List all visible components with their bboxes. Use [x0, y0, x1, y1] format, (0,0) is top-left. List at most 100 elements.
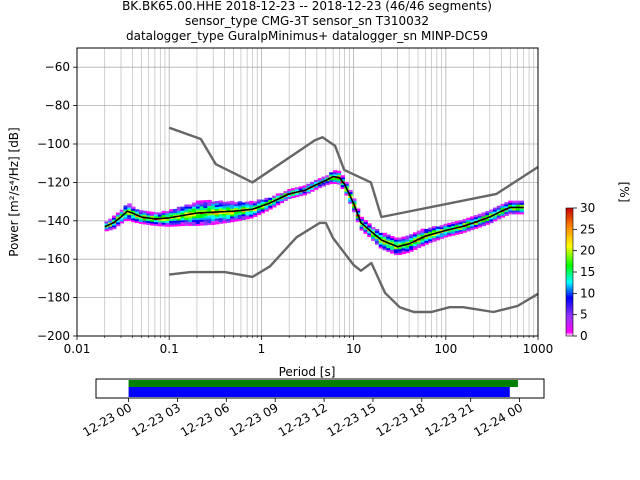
- density-cell: [131, 210, 136, 213]
- density-cell: [222, 209, 227, 212]
- density-cell: [214, 202, 220, 206]
- density-cell: [256, 210, 262, 214]
- density-cell: [409, 247, 414, 250]
- density-cell: [405, 235, 410, 238]
- density-cell: [344, 191, 349, 194]
- density-cell: [390, 251, 395, 254]
- density-cell: [473, 218, 479, 222]
- density-cell: [466, 217, 471, 220]
- density-cell: [363, 229, 368, 232]
- density-cell: [424, 230, 429, 234]
- density-cell: [207, 209, 212, 212]
- density-cell: [336, 180, 342, 183]
- density-cell: [435, 230, 441, 233]
- density-cell: [207, 217, 212, 220]
- density-cell: [218, 202, 224, 205]
- density-cell: [180, 212, 186, 215]
- density-cell: [317, 183, 323, 187]
- density-cell: [195, 208, 201, 211]
- density-cell: [470, 227, 475, 231]
- density-cell: [359, 224, 365, 227]
- density-cell: [260, 201, 266, 204]
- density-cell: [169, 209, 174, 212]
- density-cell: [287, 194, 292, 198]
- density-cell: [115, 216, 121, 219]
- density-cell: [485, 214, 490, 218]
- grid-lines: [76, 48, 538, 337]
- density-cell: [218, 217, 224, 221]
- density-cell: [283, 191, 288, 194]
- density-cell: [207, 222, 212, 226]
- density-cell: [390, 237, 395, 241]
- density-cell: [294, 194, 300, 198]
- density-cell: [115, 224, 121, 227]
- chart-title-line-1: BK.BK65.00.HHE 2018-12-23 -- 2018-12-23 …: [122, 0, 492, 13]
- density-cell: [317, 185, 323, 189]
- density-cell: [359, 220, 365, 223]
- density-cell: [161, 222, 166, 225]
- density-cell: [386, 236, 391, 239]
- density-cell: [302, 191, 307, 194]
- density-cell: [203, 213, 208, 216]
- density-cell: [428, 231, 433, 234]
- density-cell: [432, 233, 437, 237]
- density-cell: [134, 215, 140, 218]
- density-cell: [199, 213, 205, 217]
- density-cell: [355, 208, 361, 211]
- density-cell: [374, 230, 380, 234]
- density-cell: [173, 218, 178, 221]
- density-cell: [508, 212, 513, 215]
- density-cell: [355, 219, 361, 223]
- density-cell: [412, 243, 418, 247]
- density-cell: [332, 181, 338, 184]
- density-cell: [298, 188, 304, 191]
- density-cell: [218, 208, 224, 211]
- density-cell: [241, 206, 246, 209]
- series-line-nlnm: [169, 221, 538, 314]
- density-cell: [374, 238, 380, 241]
- density-cell: [344, 183, 349, 186]
- density-cell: [131, 216, 136, 219]
- density-cell: [428, 237, 433, 240]
- density-cell: [508, 208, 513, 211]
- density-cell: [416, 230, 422, 233]
- density-cell: [515, 208, 521, 211]
- density-cell: [382, 242, 387, 245]
- density-cell: [112, 225, 117, 228]
- density-cell: [382, 232, 387, 236]
- density-cell: [127, 218, 132, 221]
- density-cell: [199, 208, 205, 211]
- density-cell: [134, 211, 140, 214]
- density-cell: [127, 205, 132, 208]
- density-cell: [214, 214, 220, 217]
- density-cell: [218, 221, 224, 224]
- density-cell: [382, 244, 387, 247]
- density-cell: [420, 238, 425, 241]
- density-cell: [462, 222, 467, 226]
- density-cell: [207, 201, 212, 205]
- x-axis-label: Period [s]: [279, 365, 336, 379]
- density-cell: [500, 207, 505, 210]
- density-cell: [397, 239, 403, 242]
- density-cell: [199, 206, 205, 209]
- density-cell: [241, 212, 246, 215]
- density-cell: [359, 218, 365, 221]
- density-cell: [123, 216, 128, 220]
- density-cell: [489, 220, 494, 224]
- density-cell: [462, 226, 467, 229]
- density-cell: [211, 218, 216, 222]
- density-cell: [279, 195, 285, 198]
- density-cell: [374, 236, 380, 239]
- density-cell: [211, 216, 216, 220]
- density-cell: [153, 223, 159, 226]
- density-cell: [146, 211, 151, 214]
- density-cell: [340, 182, 346, 186]
- density-cell: [382, 246, 387, 249]
- density-cell: [412, 245, 418, 248]
- density-cell: [180, 208, 186, 211]
- density-cell: [508, 202, 513, 205]
- density-cell: [142, 212, 147, 215]
- density-cell: [264, 201, 269, 204]
- density-cell: [367, 227, 372, 230]
